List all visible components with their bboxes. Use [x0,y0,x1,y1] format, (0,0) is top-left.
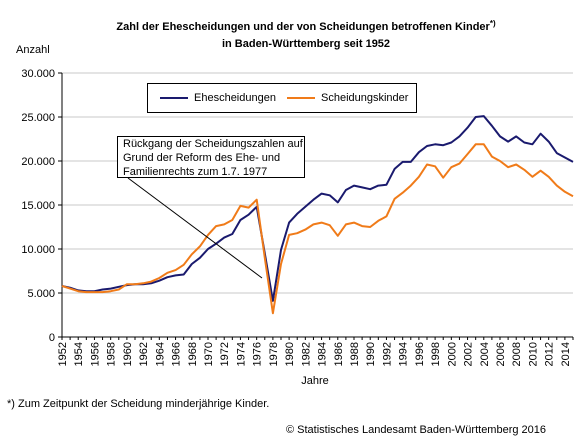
x-tick-label: 2000 [446,342,458,366]
y-tick-label: 25.000 [21,112,55,124]
x-tick-label: 1998 [430,342,442,366]
annotation-line-1: Rückgang der Scheidungszahlen auf [123,138,303,150]
series-line-ehescheidungen [61,115,574,302]
legend-label-ehescheidungen: Ehescheidungen [194,92,276,104]
legend-label-scheidungskinder: Scheidungskinder [321,92,409,104]
x-tick-label: 1990 [365,342,377,366]
copyright: © Statistisches Landesamt Baden-Württemb… [286,424,547,436]
x-tick-label: 2008 [511,342,523,366]
x-tick-label: 1962 [138,342,150,366]
y-tick-label: 15.000 [21,200,55,212]
x-tick-label: 1978 [268,342,280,366]
annotation-box: Rückgang der Scheidungszahlen auf Grund … [117,136,305,178]
y-axis-label: Anzahl [16,44,50,56]
x-tick-label: 1986 [333,342,345,366]
y-tick-label: 20.000 [21,156,55,168]
x-tick-label: 2006 [495,342,507,366]
x-tick-label: 1956 [89,342,101,366]
x-tick-label: 1974 [235,342,247,366]
x-tick-label: 1982 [300,342,312,366]
chart-title-line1: Zahl der Ehescheidungen und der von Sche… [116,19,496,33]
tick-labels: 0 5.000 10.000 15.000 20.000 25.000 30.000 1952… [21,68,572,366]
x-tick-label: 1966 [171,342,183,366]
x-tick-label: 1958 [106,342,118,366]
x-axis-label: Jahre [301,375,329,387]
series-lines [61,115,574,315]
annotation-pointer [127,177,263,279]
y-tick-label: 10.000 [21,244,55,256]
annotation-line-3: Familienrechts zum 1.7. 1977 [123,166,268,178]
x-tick-label: 1970 [203,342,215,366]
legend-swatch-ehescheidungen [160,97,188,99]
x-tick-label: 1968 [187,342,199,366]
x-tick-label: 1976 [252,342,264,366]
x-tick-label: 2010 [527,342,539,366]
x-tick-label: 2012 [544,342,556,366]
legend-item-ehescheidungen: Ehescheidungen [160,92,276,104]
y-tick-label: 5.000 [27,288,55,300]
x-tick-label: 1960 [122,342,134,366]
series-line-scheidungskinder [61,143,574,315]
legend-item-scheidungskinder: Scheidungskinder [287,92,408,104]
x-tick-label: 2014 [560,342,572,366]
x-tick-label: 1952 [57,342,69,366]
x-tick-label: 1988 [349,342,361,366]
y-tick-label: 30.000 [21,68,55,80]
x-tick-label: 2002 [463,342,475,366]
legend-swatch-scheidungskinder [287,97,315,99]
y-tick-label: 0 [49,332,55,344]
annotation-line-2: Grund der Reform des Ehe- und [123,152,281,164]
x-tick-label: 1984 [317,342,329,366]
x-tick-label: 1994 [398,342,410,366]
axes [58,72,574,340]
legend: Ehescheidungen Scheidungskinder [147,83,417,113]
x-tick-label: 1980 [284,342,296,366]
x-tick-label: 1972 [219,342,231,366]
x-tick-label: 1954 [73,342,85,366]
footnote: *) Zum Zeitpunkt der Scheidung minderjäh… [7,398,270,410]
x-tick-label: 1964 [154,342,166,366]
x-tick-label: 1996 [414,342,426,366]
x-tick-label: 1992 [381,342,393,366]
chart-title-line2: in Baden-Württemberg seit 1952 [222,38,390,50]
x-tick-label: 2004 [479,342,491,366]
